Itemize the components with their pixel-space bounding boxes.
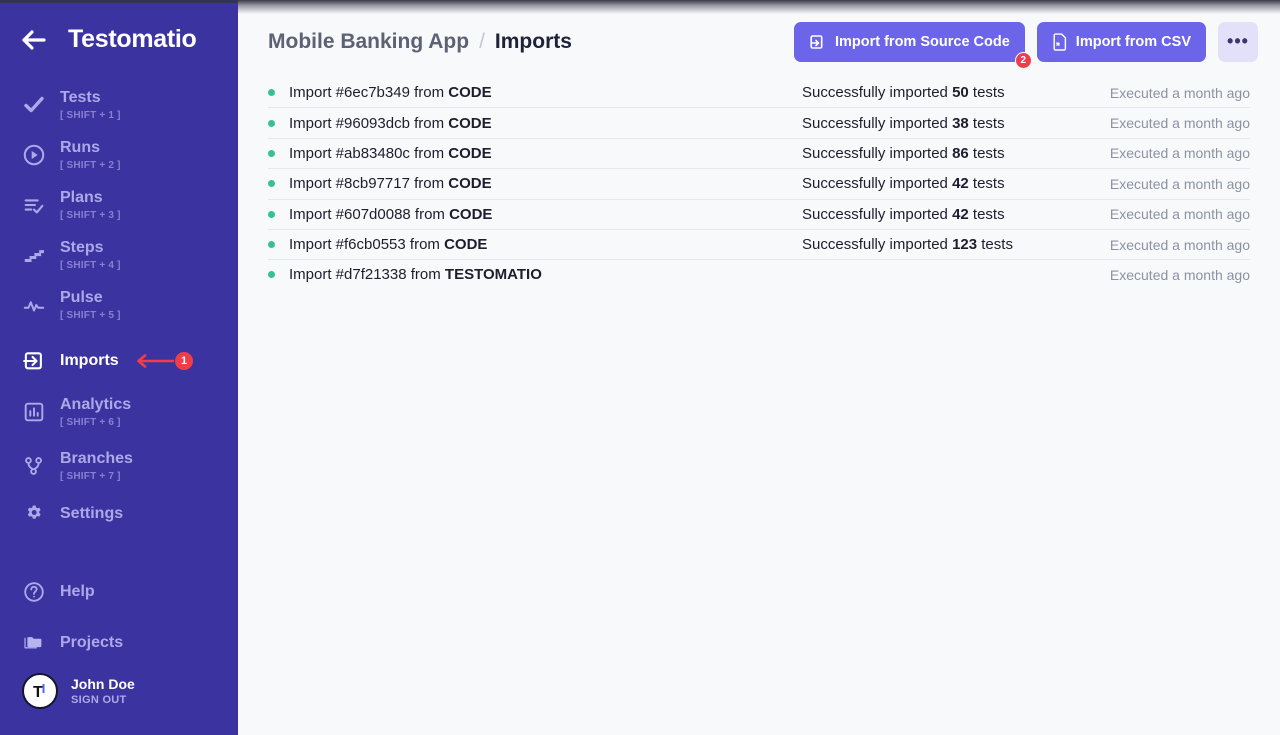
svg-text:T: T — [33, 684, 43, 701]
